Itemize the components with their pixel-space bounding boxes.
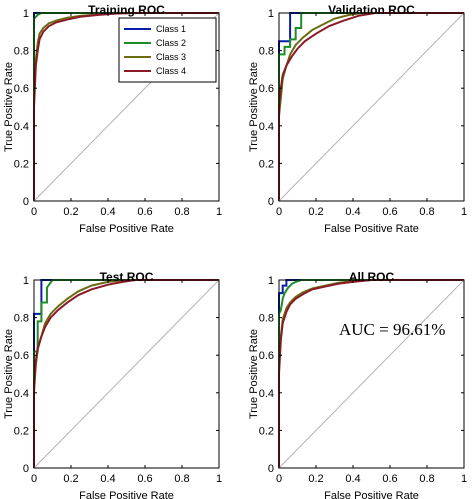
y-tick-label: 0 <box>268 463 274 475</box>
axes-box <box>33 12 220 202</box>
x-tick-label: 0.2 <box>63 206 78 218</box>
x-tick-label: 0.8 <box>419 206 434 218</box>
roc-panel-1: 00 0.2 0.2 0.4 0.4 0.6 0.6 0.8 0.8 1 1 Training ROC… <box>3 3 222 235</box>
y-tick-label: 0.4 <box>14 388 29 400</box>
auc-annotation: AUC = 96.61% <box>339 320 445 339</box>
y-tick-label: 0.8 <box>14 313 29 325</box>
roc-panel-3: 00 0.2 0.2 0.4 0.4 0.6 0.6 0.8 0.8 1 1 Test ROC Fals… <box>3 270 222 499</box>
reference-diagonal-line <box>278 12 465 202</box>
series-line-class-4 <box>278 12 464 201</box>
y-tick-label: 1 <box>268 275 274 287</box>
y-tick-label: 0.8 <box>259 313 274 325</box>
y-tick-label: 0.4 <box>14 121 29 133</box>
x-tick-label: 0.2 <box>308 473 323 485</box>
y-tick-label: 0 <box>23 463 29 475</box>
y-tick-label: 0.4 <box>259 388 274 400</box>
legend: Class 1 Class 2 Class 3 Class 4 <box>118 17 217 83</box>
chart-title: Training ROC <box>88 3 165 17</box>
y-tick-label: 0 <box>268 196 274 208</box>
x-axis-label: False Positive Rate <box>324 223 419 235</box>
x-tick-label: 0.8 <box>174 206 189 218</box>
x-tick-label: 0.2 <box>63 473 78 485</box>
legend-label: Class 1 <box>156 24 186 34</box>
y-tick-label: 0.2 <box>14 158 29 170</box>
x-tick-label: 0.6 <box>137 473 152 485</box>
y-tick-label: 0.8 <box>259 46 274 58</box>
y-tick-label: 0.2 <box>259 425 274 437</box>
x-tick-label: 0 <box>31 206 37 218</box>
x-tick-label: 0 <box>276 473 282 485</box>
series-line-class-2 <box>33 279 219 468</box>
x-tick-label: 0.4 <box>345 473 360 485</box>
series-line-class-2 <box>278 12 464 201</box>
y-tick-label: 0.6 <box>14 83 29 95</box>
y-tick-label: 1 <box>23 8 29 20</box>
x-axis-label: False Positive Rate <box>79 490 174 499</box>
x-tick-label: 1 <box>461 206 467 218</box>
reference-diagonal-line <box>278 279 465 469</box>
series-line-class-4 <box>33 279 219 468</box>
x-tick-label: 1 <box>216 206 222 218</box>
x-tick-label: 0.6 <box>382 473 397 485</box>
y-tick-label: 1 <box>23 275 29 287</box>
legend-label: Class 3 <box>156 52 186 62</box>
y-tick-label: 0.4 <box>259 121 274 133</box>
y-tick-label: 0.6 <box>14 350 29 362</box>
y-axis-label: True Positive Rate <box>248 329 260 419</box>
chart-title: Validation ROC <box>328 3 415 17</box>
chart-title: All ROC <box>349 270 395 284</box>
y-axis-label: True Positive Rate <box>3 329 15 419</box>
y-tick-label: 0.6 <box>259 350 274 362</box>
axes-box <box>278 279 465 469</box>
y-tick-label: 0 <box>23 196 29 208</box>
legend-label: Class 2 <box>156 38 186 48</box>
roc-panel-4: 00 0.2 0.2 0.4 0.4 0.6 0.6 0.8 0.8 1 1 All ROC False… <box>248 270 467 499</box>
x-tick-label: 0.8 <box>419 473 434 485</box>
axes-box <box>278 12 465 202</box>
x-tick-label: 0.4 <box>345 206 360 218</box>
x-tick-label: 1 <box>216 473 222 485</box>
x-axis-label: False Positive Rate <box>324 490 419 499</box>
x-tick-label: 0 <box>276 206 282 218</box>
x-tick-label: 1 <box>461 473 467 485</box>
y-axis-label: True Positive Rate <box>3 62 15 152</box>
x-tick-label: 0.6 <box>137 206 152 218</box>
y-tick-label: 0.8 <box>14 46 29 58</box>
x-tick-label: 0.2 <box>308 206 323 218</box>
axes-box <box>33 279 220 469</box>
x-tick-label: 0 <box>31 473 37 485</box>
x-axis-label: False Positive Rate <box>79 223 174 235</box>
chart-title: Test ROC <box>100 270 154 284</box>
y-axis-label: True Positive Rate <box>248 62 260 152</box>
y-tick-label: 0.6 <box>259 83 274 95</box>
x-tick-label: 0.8 <box>174 473 189 485</box>
y-tick-label: 1 <box>268 8 274 20</box>
y-tick-label: 0.2 <box>259 158 274 170</box>
x-tick-label: 0.6 <box>382 206 397 218</box>
roc-panel-2: 00 0.2 0.2 0.4 0.4 0.6 0.6 0.8 0.8 1 1 Validation R… <box>248 3 467 235</box>
x-tick-label: 0.4 <box>100 473 115 485</box>
series-line-class-2 <box>278 279 464 468</box>
y-tick-label: 0.2 <box>14 425 29 437</box>
series-line-class-4 <box>278 279 464 468</box>
series-line-class-4 <box>33 12 219 201</box>
legend-label: Class 4 <box>156 66 186 76</box>
x-tick-label: 0.4 <box>100 206 115 218</box>
reference-diagonal-line <box>33 279 220 469</box>
